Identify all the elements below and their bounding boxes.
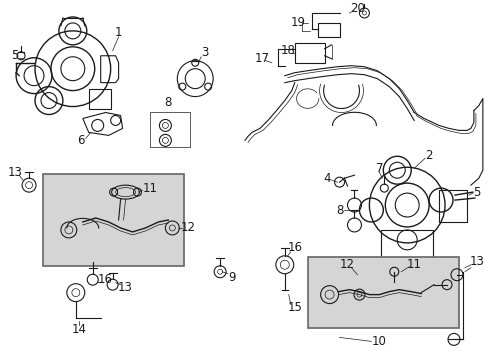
Text: 7: 7 bbox=[375, 162, 382, 175]
Text: 13: 13 bbox=[8, 166, 22, 179]
Text: 15: 15 bbox=[287, 301, 302, 314]
Text: 3: 3 bbox=[201, 46, 208, 59]
Text: 11: 11 bbox=[142, 182, 158, 195]
Text: 20: 20 bbox=[349, 3, 364, 15]
Text: 2: 2 bbox=[425, 149, 432, 162]
Bar bbox=[317, 23, 339, 37]
Text: 5: 5 bbox=[11, 49, 19, 62]
Text: 12: 12 bbox=[339, 258, 354, 271]
Text: 17: 17 bbox=[254, 52, 269, 65]
Text: 10: 10 bbox=[371, 335, 386, 348]
Text: 8: 8 bbox=[335, 203, 343, 216]
Text: 13: 13 bbox=[118, 281, 133, 294]
Text: 4: 4 bbox=[323, 172, 331, 185]
Text: 16: 16 bbox=[286, 241, 302, 255]
Text: 1: 1 bbox=[115, 26, 122, 39]
FancyBboxPatch shape bbox=[43, 174, 184, 266]
Text: 13: 13 bbox=[468, 255, 483, 268]
Text: 9: 9 bbox=[228, 271, 235, 284]
Bar bbox=[438, 190, 466, 222]
Text: 5: 5 bbox=[472, 186, 480, 199]
Text: 14: 14 bbox=[71, 323, 86, 336]
Text: 11: 11 bbox=[406, 258, 421, 271]
Text: 12: 12 bbox=[181, 221, 195, 234]
Text: 8: 8 bbox=[164, 96, 172, 109]
Bar bbox=[381, 230, 432, 258]
FancyBboxPatch shape bbox=[307, 257, 458, 328]
Text: 18: 18 bbox=[280, 44, 295, 57]
Bar bbox=[150, 112, 190, 147]
Text: 16: 16 bbox=[98, 273, 113, 286]
Bar bbox=[294, 43, 324, 63]
Text: 6: 6 bbox=[77, 134, 84, 147]
Text: 19: 19 bbox=[290, 17, 305, 30]
